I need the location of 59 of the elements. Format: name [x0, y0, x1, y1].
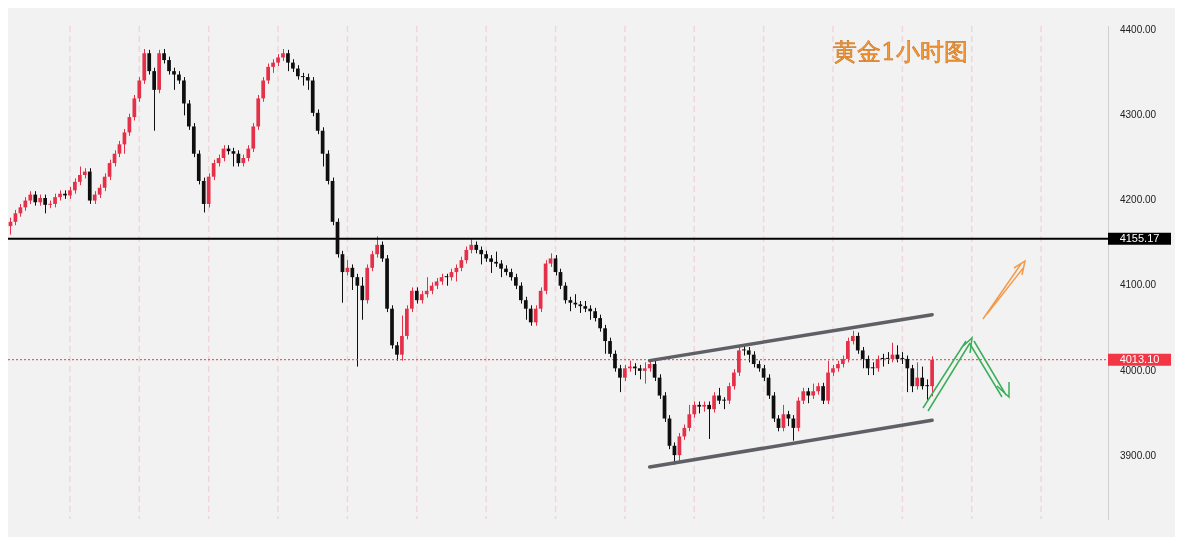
ref-line-label: 4155.17 — [1119, 231, 1160, 244]
y-tick-label: 4200.00 — [1120, 194, 1157, 206]
candlestick — [732, 368, 736, 391]
candlestick — [147, 49, 152, 76]
candlestick — [300, 72, 305, 87]
candlestick — [538, 286, 543, 313]
candlestick — [702, 401, 707, 413]
text: 黄金1小时图 — [833, 37, 969, 68]
candlestick — [424, 276, 429, 299]
candlestick — [727, 382, 731, 405]
candlestick — [251, 122, 256, 153]
candlestick — [231, 147, 236, 167]
candlestick — [910, 364, 915, 393]
candlestick — [43, 194, 48, 214]
candlestick — [77, 165, 82, 186]
candlestick — [915, 361, 920, 391]
candlestick — [905, 355, 910, 393]
candlestick — [370, 250, 375, 272]
candlestick — [360, 276, 365, 321]
candlestick — [261, 76, 266, 103]
candlestick — [712, 391, 716, 414]
candlestick — [737, 346, 741, 377]
candlestick — [187, 99, 191, 131]
candlestick — [400, 315, 404, 362]
candlestick — [860, 346, 865, 369]
candlestick — [687, 404, 692, 432]
y-tick-label: 4300.00 — [1120, 109, 1157, 121]
candlestick — [618, 364, 622, 393]
candlestick — [286, 49, 290, 72]
candlestick — [380, 240, 384, 263]
candlestick — [821, 382, 825, 405]
y-tick-label: 4100.00 — [1120, 279, 1157, 291]
candlestick — [613, 349, 617, 373]
ref-line-label: 4013.10 — [1119, 352, 1160, 365]
candlestick — [201, 177, 206, 213]
candlestick — [409, 286, 414, 313]
candlestick — [266, 62, 270, 85]
candlestick — [707, 401, 711, 440]
candlestick — [608, 337, 612, 358]
candlestick — [533, 304, 538, 327]
candlestick — [846, 337, 850, 363]
candlestick — [395, 341, 399, 362]
candlestick — [137, 76, 142, 103]
candlestick — [375, 235, 379, 259]
y-tick-label: 4000.00 — [1120, 364, 1157, 376]
candlestick — [315, 108, 320, 135]
candlestick — [132, 94, 137, 122]
candlestick — [182, 76, 186, 116]
candlestick — [172, 67, 176, 91]
y-tick-label: 4400.00 — [1120, 24, 1157, 36]
candlestick — [528, 304, 533, 327]
candlestick — [152, 67, 157, 132]
candlestick — [523, 296, 528, 321]
candlestick — [920, 366, 925, 391]
candlestick — [865, 355, 870, 376]
candlestick — [355, 273, 360, 368]
candlestick — [518, 281, 523, 305]
candlestick — [603, 324, 607, 355]
y-tick-label: 3900.00 — [1120, 449, 1157, 461]
